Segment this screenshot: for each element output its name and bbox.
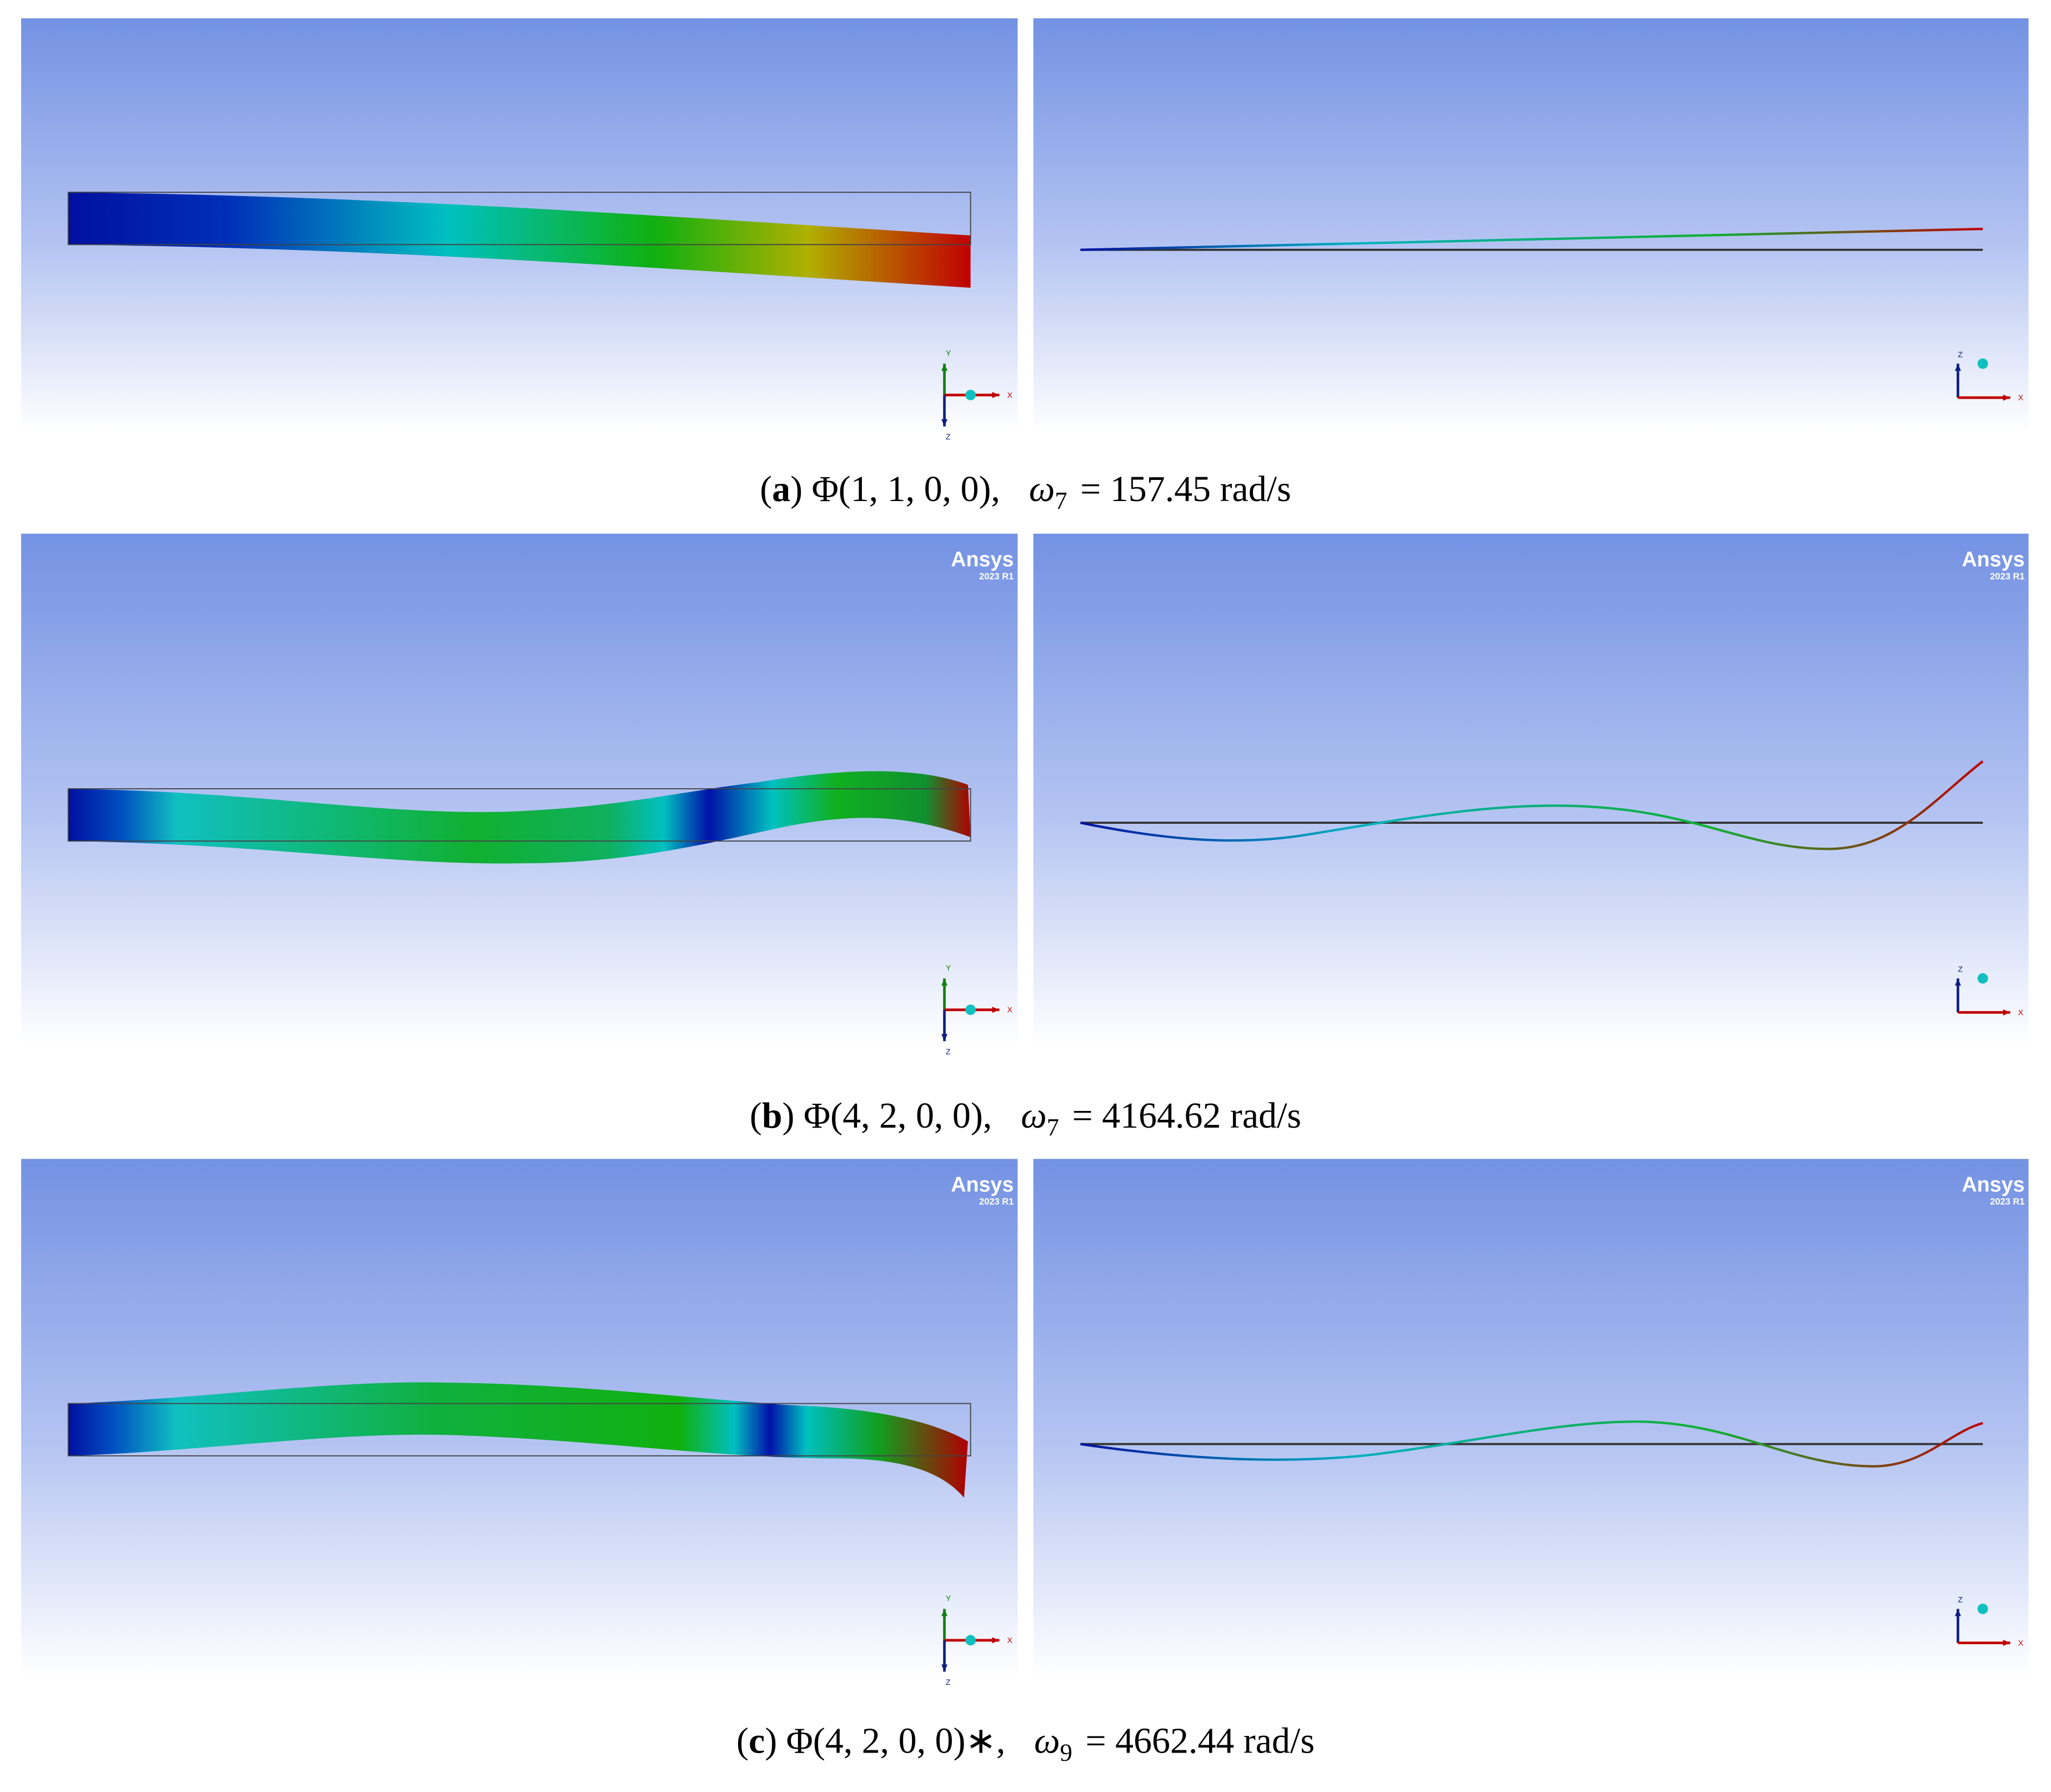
- arrow-head: [941, 419, 948, 427]
- triad-label: Y: [946, 348, 951, 357]
- caption: (a) Φ(1, 1, 0, 0), ω7 = 157.45 rad/s: [760, 469, 1291, 514]
- arrow-head: [941, 363, 948, 371]
- arrow-head: [1954, 1609, 1961, 1616]
- version: 2023 R1: [979, 572, 1014, 582]
- brand: Ansys: [1962, 1173, 2024, 1196]
- arrow-head: [992, 1007, 1000, 1013]
- triad-label: X: [2018, 1638, 2024, 1647]
- omega-index: 9: [1060, 1738, 1072, 1766]
- triad-label: X: [1007, 1636, 1013, 1645]
- panel: Y X Z Z X (a) Φ(1, 1, 0, 0), ω7 = 157.45 rad/s: [21, 18, 2029, 514]
- mode: Φ(4, 2, 0, 0)∗,: [786, 1720, 1006, 1761]
- viewport: [1033, 18, 2029, 432]
- arrow-head: [992, 392, 1000, 398]
- version: 2023 R1: [979, 1197, 1014, 1207]
- caption-label: a: [772, 469, 790, 509]
- deformed-line: [1080, 760, 1984, 850]
- paren: (: [736, 1720, 749, 1761]
- caption-label: b: [762, 1095, 783, 1136]
- triad-ball: [1977, 1603, 1988, 1614]
- arrow-head: [992, 1637, 1000, 1644]
- deformed-line: [1080, 227, 1983, 251]
- deformed-beam: [68, 192, 971, 288]
- triad-label: Z: [1958, 965, 1963, 974]
- triad-label: Z: [1958, 350, 1963, 359]
- triad-label: X: [1007, 391, 1013, 399]
- paren: (: [760, 469, 772, 509]
- arrow-head: [941, 1609, 948, 1616]
- arrow-head: [1954, 363, 1961, 371]
- triad-label: X: [1007, 1005, 1013, 1014]
- paren: ): [765, 1720, 786, 1761]
- triad-ball: [965, 1004, 976, 1015]
- arrow-head: [2003, 394, 2010, 401]
- triad-label: Y: [946, 1594, 951, 1603]
- arrow-head: [2003, 1640, 2010, 1646]
- arrow-head: [941, 1664, 948, 1672]
- omega-index: 7: [1047, 1113, 1059, 1141]
- deformed-line: [1080, 1420, 1983, 1468]
- arrow-head: [2003, 1009, 2010, 1016]
- triad-label: Z: [946, 1047, 951, 1056]
- arrow-head: [941, 978, 948, 986]
- omega-index: 7: [1055, 487, 1067, 514]
- triad-label: Y: [946, 963, 951, 972]
- version: 2023 R1: [1990, 572, 2024, 582]
- frequency: = 157.45 rad/s: [1080, 469, 1291, 509]
- undeformed-outline: [67, 1403, 971, 1456]
- triad-label: Z: [946, 432, 951, 441]
- frequency: = 4662.44 rad/s: [1085, 1720, 1315, 1761]
- deformed-beam: [68, 771, 971, 864]
- viewport: [1033, 533, 2029, 1047]
- arrow-head: [1954, 978, 1961, 986]
- paren: (: [750, 1095, 762, 1136]
- triad-label: Z: [946, 1678, 951, 1686]
- version: 2023 R1: [1990, 1197, 2024, 1207]
- mode: Φ(1, 1, 0, 0),: [812, 469, 1000, 509]
- brand: Ansys: [951, 1173, 1014, 1196]
- triad-ball: [965, 1635, 976, 1646]
- brand: Ansys: [951, 548, 1014, 571]
- undeformed-outline: [67, 192, 971, 246]
- omega: ω: [1034, 1720, 1060, 1761]
- caption: (c) Φ(4, 2, 0, 0)∗, ω9 = 4662.44 rad/s: [736, 1720, 1315, 1766]
- omega: ω: [1029, 469, 1055, 509]
- triad-label: Z: [1958, 1595, 1963, 1604]
- omega: ω: [1021, 1095, 1047, 1136]
- paren: ): [783, 1095, 804, 1136]
- arrow-head: [941, 1034, 948, 1042]
- undeformed-outline: [67, 788, 971, 842]
- viewport: [1033, 1159, 2029, 1677]
- brand: Ansys: [1962, 548, 2024, 571]
- triad-ball: [1977, 358, 1988, 369]
- triad-ball: [1977, 973, 1988, 984]
- triad-label: X: [2018, 393, 2024, 402]
- triad-label: X: [2018, 1008, 2024, 1017]
- caption: (b) Φ(4, 2, 0, 0), ω7 = 4164.62 rad/s: [750, 1095, 1301, 1141]
- mode: Φ(4, 2, 0, 0),: [804, 1095, 992, 1136]
- triad-ball: [965, 389, 976, 401]
- caption-label: c: [749, 1720, 765, 1761]
- paren: ): [790, 469, 811, 509]
- deformed-beam: [68, 1382, 968, 1498]
- frequency: = 4164.62 rad/s: [1072, 1095, 1302, 1136]
